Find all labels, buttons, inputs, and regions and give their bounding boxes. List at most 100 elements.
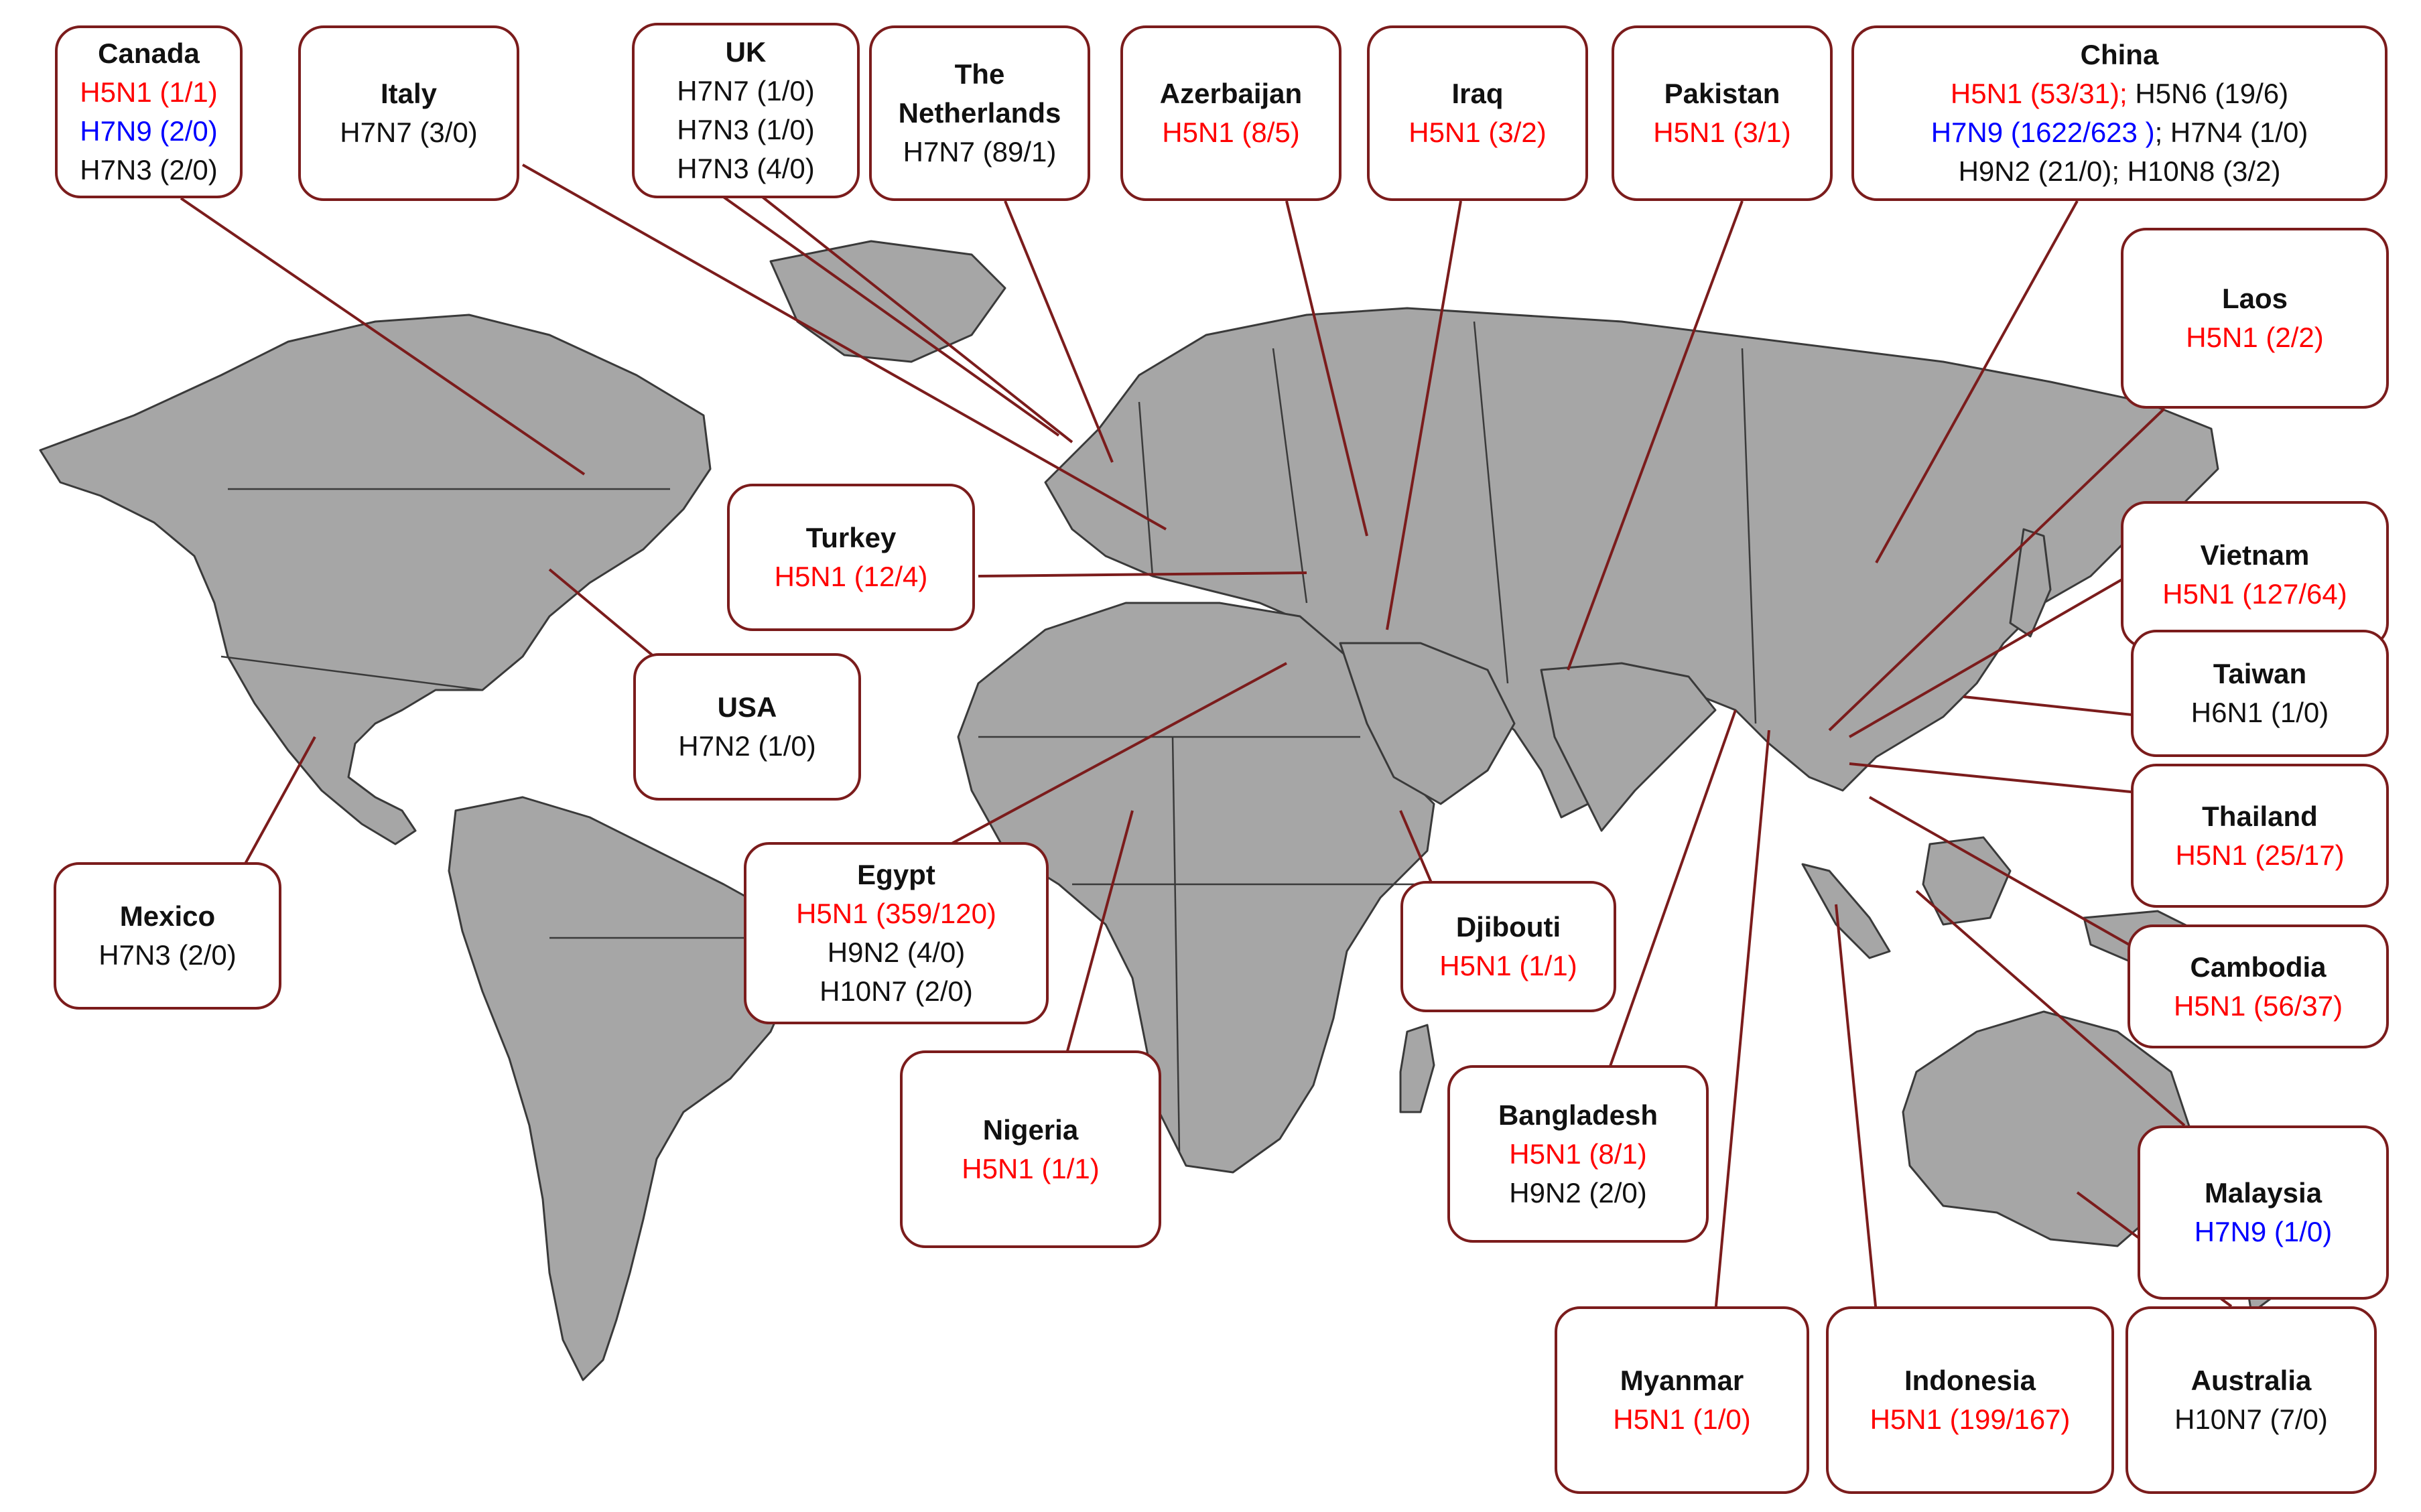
callout-australia: Australia H10N7 (7/0): [2125, 1306, 2377, 1494]
subtype-case-count: H10N7 (2/0): [820, 975, 973, 1007]
subtype-row: H5N1 (25/17): [2175, 836, 2344, 875]
leader-malaysia: [1915, 890, 2186, 1127]
leader-myanmar: [1714, 730, 1770, 1314]
country-name: Canada: [98, 38, 200, 69]
callout-vietnam: Vietnam H5N1 (127/64): [2121, 501, 2389, 648]
landmass-north-america: [39, 314, 712, 845]
landmass-south-america: [448, 796, 799, 1381]
subtype-case-count: H5N1 (199/167): [1870, 1403, 2071, 1435]
callout-azerbaijan: Azerbaijan H5N1 (8/5): [1120, 25, 1342, 201]
country-name: UK: [725, 36, 767, 68]
country-name: Laos: [2221, 283, 2288, 314]
country-name: Indonesia: [1904, 1365, 2036, 1396]
callout-thailand: Thailand H5N1 (25/17): [2131, 764, 2389, 908]
subtype-row: H7N7 (3/0): [340, 113, 477, 152]
subtype-row: H5N1 (359/120): [796, 894, 996, 933]
country-name: Turkey: [805, 522, 897, 553]
subtype-row: H7N9 (1622/623 ); H7N4 (1/0): [1931, 113, 2308, 152]
callout-china: China H5N1 (53/31); H5N6 (19/6) H7N9 (1622…: [1851, 25, 2387, 201]
country-name: Azerbaijan: [1159, 78, 1303, 109]
country-name: Italy: [380, 78, 438, 109]
subtype-row: H6N1 (1/0): [2191, 693, 2329, 732]
subtype-case-count: H5N1 (1/0): [1613, 1403, 1751, 1435]
subtype-row: H7N9 (1/0): [2195, 1213, 2332, 1251]
landmass-africa: [957, 602, 1435, 1174]
callout-turkey: Turkey H5N1 (12/4): [727, 484, 975, 631]
leader-azerbaijan: [1285, 200, 1368, 537]
landmass-japan: [2009, 528, 2052, 638]
leader-cambodia: [1869, 796, 2165, 966]
country-name: Myanmar: [1620, 1365, 1744, 1396]
leader-netherlands: [1004, 200, 1114, 463]
landmass-madagascar: [1399, 1024, 1435, 1113]
subtype-case-count: H7N9 (1622/623 ): [1931, 117, 2155, 148]
subtype-case-count: H7N7 (89/1): [903, 136, 1057, 167]
subtype-case-count: H7N3 (2/0): [80, 154, 218, 186]
country-name: Australia: [2190, 1365, 2312, 1396]
subtype-case-count: H5N1 (359/120): [796, 898, 996, 929]
subtype-case-count: H7N9 (2/0): [80, 115, 218, 147]
subtype-row: H5N1 (1/0): [1613, 1400, 1750, 1439]
leader-mexico: [240, 736, 316, 872]
callout-cambodia: Cambodia H5N1 (56/37): [2128, 924, 2389, 1048]
country-name: The Netherlands: [898, 58, 1061, 129]
country-borders: [220, 321, 1757, 1153]
subtype-row: H10N7 (7/0): [2174, 1400, 2328, 1439]
subtype-case-count: H5N1 (127/64): [2162, 578, 2347, 610]
subtype-row: H10N7 (2/0): [820, 972, 973, 1011]
subtype-row: H7N9 (2/0): [80, 112, 217, 151]
callout-djibouti: Djibouti H5N1 (1/1): [1400, 881, 1616, 1012]
landmass-india: [1540, 662, 1717, 832]
leader-nigeria: [1064, 810, 1134, 1059]
subtype-case-count: H9N2 (4/0): [827, 937, 966, 968]
subtype-row: H5N1 (8/1): [1509, 1135, 1646, 1174]
callout-uk: UK H7N7 (1/0) H7N3 (1/0) H7N3 (4/0): [632, 23, 860, 198]
leader-lines: [180, 163, 2233, 1314]
subtype-case-count: H5N1 (3/1): [1653, 117, 1791, 148]
subtype-case-count: H9N2 (21/0); H10N8 (3/2): [1958, 155, 2281, 187]
subtype-row: H5N1 (199/167): [1870, 1400, 2071, 1439]
subtype-case-count: H5N1 (3/2): [1409, 117, 1547, 148]
subtype-row: H5N1 (2/2): [2186, 318, 2323, 357]
subtype-case-count: H5N1 (25/17): [2175, 839, 2345, 871]
callout-pakistan: Pakistan H5N1 (3/1): [1612, 25, 1833, 201]
subtype-case-count: H5N1 (56/37): [2173, 989, 2343, 1022]
leader-italy: [522, 163, 1167, 531]
leader-iraq: [1386, 200, 1462, 630]
subtype-row: H5N1 (53/31); H5N6 (19/6): [1951, 74, 2288, 113]
callout-bangladesh: Bangladesh H5N1 (8/1) H9N2 (2/0): [1447, 1065, 1709, 1243]
subtype-row: H5N1 (12/4): [775, 557, 928, 596]
subtype-case-count: H5N1 (2/2): [2186, 322, 2324, 353]
subtype-case-count: H5N1 (8/5): [1162, 117, 1300, 148]
subtype-case-count: H5N1 (12/4): [774, 561, 928, 592]
callout-taiwan: Taiwan H6N1 (1/0): [2131, 630, 2389, 757]
landmasses: [39, 240, 2293, 1381]
subtype-case-count: H7N3 (2/0): [99, 939, 237, 971]
subtype-case-count: H7N7 (1/0): [677, 75, 815, 107]
leader-turkey: [978, 571, 1307, 577]
landmass-borneo: [1922, 836, 2012, 926]
leader-uk-a: [709, 186, 1060, 437]
callout-indonesia: Indonesia H5N1 (199/167): [1826, 1306, 2114, 1494]
callout-malaysia: Malaysia H7N9 (1/0): [2138, 1125, 2389, 1300]
callout-netherlands: The Netherlands H7N7 (89/1): [869, 25, 1090, 201]
subtype-case-count: H5N1 (53/31);: [1950, 78, 2128, 109]
country-name: Vietnam: [2200, 539, 2310, 571]
subtype-row: H9N2 (4/0): [828, 933, 965, 972]
callout-egypt: Egypt H5N1 (359/120) H9N2 (4/0) H10N7 (2/0): [744, 842, 1049, 1024]
subtype-case-count: H7N3 (1/0): [677, 114, 815, 145]
leader-taiwan: [1963, 695, 2152, 718]
subtype-row: H5N1 (8/5): [1162, 113, 1299, 152]
callout-canada: Canada H5N1 (1/1) H7N9 (2/0) H7N3 (2/0): [55, 25, 243, 198]
subtype-row: H9N2 (2/0): [1509, 1174, 1646, 1213]
country-name: China: [2080, 39, 2159, 70]
subtype-row: H5N1 (1/1): [1439, 947, 1577, 985]
subtype-row: H5N1 (127/64): [2162, 575, 2347, 614]
leader-indonesia: [1835, 904, 1878, 1314]
subtype-row: H5N1 (56/37): [2174, 987, 2343, 1026]
country-name: Mexico: [119, 900, 216, 932]
country-name: Taiwan: [2213, 658, 2307, 689]
callout-mexico: Mexico H7N3 (2/0): [54, 862, 281, 1010]
leader-canada: [180, 197, 586, 476]
leader-thailand: [1849, 762, 2152, 795]
